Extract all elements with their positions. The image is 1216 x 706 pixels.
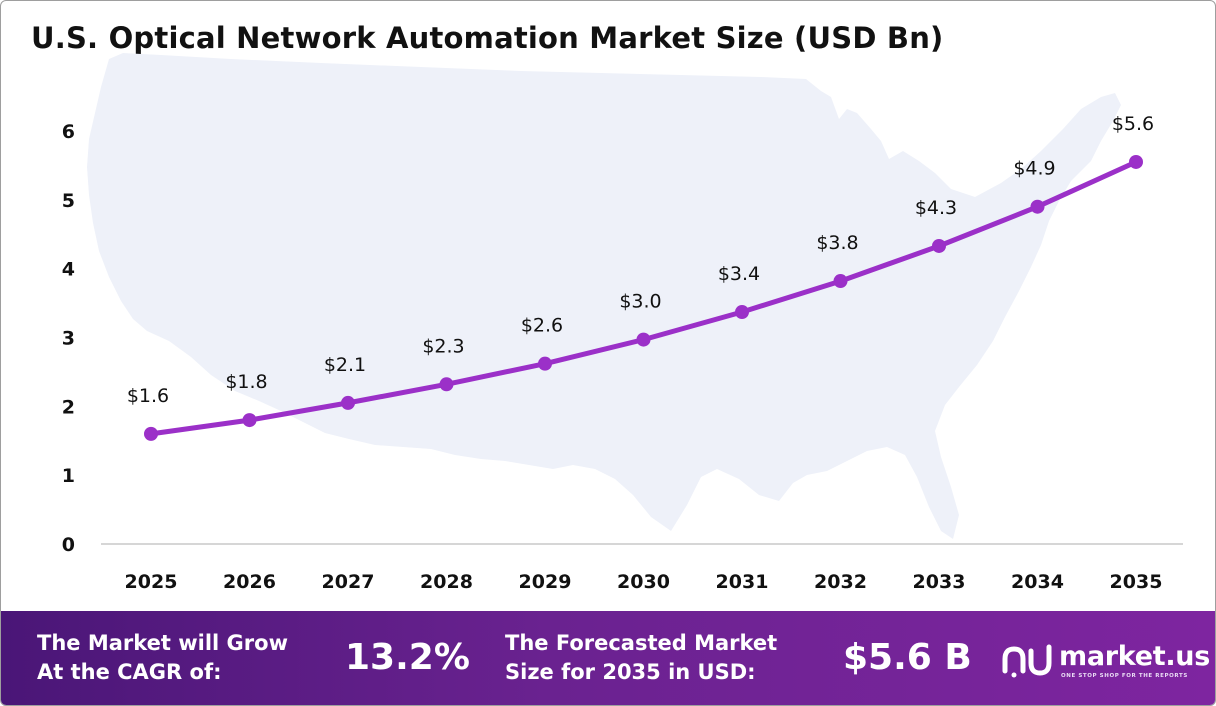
cagr-label: The Market will Grow At the CAGR of: [37, 629, 288, 687]
us-map-background [87, 53, 1121, 539]
data-label: $3.4 [718, 263, 760, 285]
data-point [1030, 199, 1045, 214]
data-label: $1.8 [225, 371, 267, 393]
data-point [144, 426, 158, 441]
data-point [636, 332, 651, 347]
x-tick-label: 2025 [125, 571, 178, 593]
x-tick-label: 2033 [913, 571, 966, 593]
data-label: $3.8 [816, 232, 858, 254]
data-label: $3.0 [619, 291, 661, 313]
data-point [932, 238, 946, 253]
data-label: $2.3 [422, 335, 464, 357]
data-labels: $1.6 $1.8 $2.1 $2.3 $2.6 $3.0 $3.4 $3.8 $4.3 $4.9… [127, 113, 1154, 407]
x-tick-label: 2031 [716, 571, 769, 593]
x-tick-labels: 2025 2026 2027 2028 2029 2030 2031 2032 2033 2034… [125, 571, 1163, 593]
data-point [735, 305, 749, 320]
data-label: $5.6 [1112, 113, 1154, 135]
data-point [439, 377, 454, 392]
brand-logo: market.us ONE STOP SHOP FOR THE REPORTS [1001, 639, 1211, 683]
x-tick-label: 2035 [1110, 571, 1163, 593]
data-point [1129, 154, 1143, 169]
x-tick-label: 2032 [814, 571, 867, 593]
cagr-value: 13.2% [345, 637, 470, 678]
y-tick-labels: 0 1 2 3 4 5 6 [62, 121, 75, 556]
cagr-label-line-1: The Market will Grow [37, 631, 288, 655]
x-tick-label: 2027 [322, 571, 375, 593]
brand-tagline: ONE STOP SHOP FOR THE REPORTS [1061, 673, 1188, 679]
y-tick-label: 4 [62, 259, 75, 281]
x-tick-label: 2029 [519, 571, 572, 593]
data-label: $4.9 [1013, 158, 1055, 180]
line-chart: 0 1 2 3 4 5 6 2025 2026 2027 2028 2029 2030 2031 2032… [62, 53, 1183, 593]
x-tick-label: 2028 [420, 571, 473, 593]
data-label: $4.3 [915, 197, 957, 219]
y-tick-label: 5 [62, 190, 75, 212]
data-point [833, 274, 848, 289]
forecast-label: The Forecasted Market Size for 2035 in U… [505, 629, 777, 687]
brand-name: market.us [1059, 641, 1210, 672]
forecast-value: $5.6 B [843, 637, 972, 678]
forecast-label-line-2: Size for 2035 in USD: [505, 660, 756, 684]
data-label: $2.6 [521, 315, 563, 337]
chart-title: U.S. Optical Network Automation Market S… [31, 21, 944, 55]
data-label: $2.1 [324, 354, 366, 376]
x-tick-label: 2026 [223, 571, 276, 593]
data-point [538, 356, 552, 371]
y-tick-label: 3 [62, 328, 75, 350]
y-tick-label: 0 [62, 534, 75, 556]
x-tick-label: 2030 [617, 571, 670, 593]
y-tick-label: 2 [62, 396, 75, 418]
market-us-logo-icon [1002, 644, 1052, 678]
data-points [144, 154, 1143, 441]
forecast-label-line-1: The Forecasted Market [505, 631, 778, 655]
summary-footer: The Market will Grow At the CAGR of: 13.… [1, 611, 1215, 705]
y-tick-label: 6 [62, 121, 75, 143]
data-point [242, 413, 257, 428]
data-label: $1.6 [127, 385, 169, 407]
y-tick-label: 1 [62, 465, 75, 487]
x-tick-label: 2034 [1011, 571, 1064, 593]
cagr-label-line-2: At the CAGR of: [37, 660, 222, 684]
data-point [341, 395, 355, 410]
